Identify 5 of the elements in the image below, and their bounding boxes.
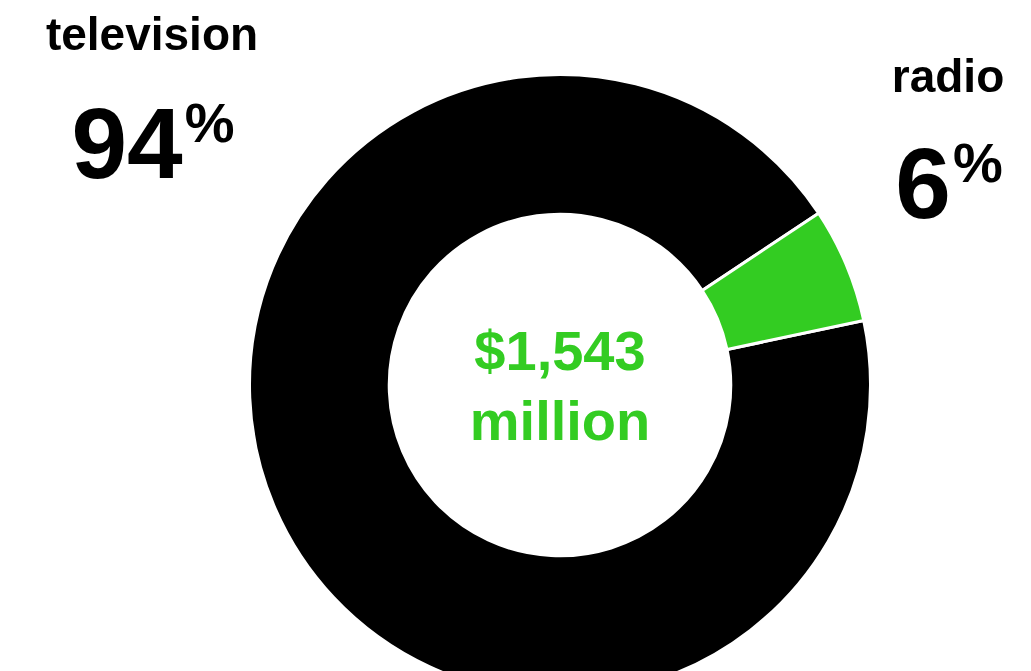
slice-label: radio (891, 50, 1005, 102)
data-label: 94% (71, 87, 235, 199)
data-label: 6% (895, 127, 1003, 239)
slice-label: television (45, 8, 259, 60)
text: $1,543 million (469, 319, 651, 452)
